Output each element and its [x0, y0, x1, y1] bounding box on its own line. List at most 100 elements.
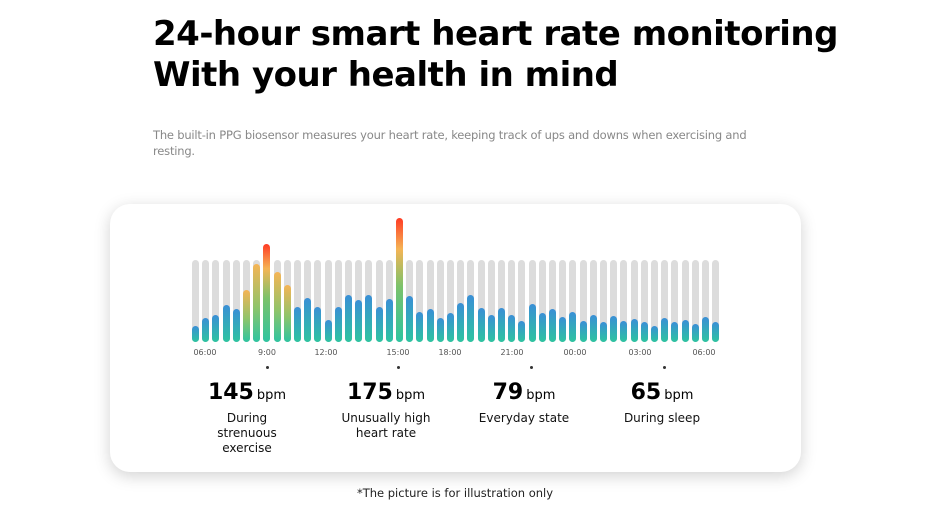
- bar-track: [671, 260, 679, 342]
- x-tick-label: 03:00: [628, 348, 652, 357]
- bar-track: [314, 260, 322, 342]
- heart-rate-bar: [610, 315, 618, 342]
- bar-track: [192, 260, 199, 342]
- heart-rate-bar: [253, 264, 261, 342]
- heart-rate-bar: [294, 306, 301, 342]
- bar-track: [579, 260, 587, 342]
- heart-rate-bar: [416, 311, 424, 342]
- stat-unit: bpm: [395, 388, 426, 403]
- heart-rate-bar: [518, 320, 526, 342]
- title-line-2: With your health in mind: [153, 55, 619, 95]
- heart-rate-bar: [600, 321, 607, 342]
- heart-rate-bar: [549, 309, 556, 342]
- bar-track: [518, 260, 526, 342]
- bar-track: [661, 260, 669, 342]
- stat-label: During sleep: [623, 411, 701, 425]
- heart-rate-bar: [508, 314, 516, 342]
- heart-rate-bar: [345, 295, 352, 342]
- heart-rate-bar: [538, 313, 546, 342]
- heart-rate-bar: [712, 322, 720, 342]
- bar-track: [232, 260, 240, 342]
- heart-rate-bar: [212, 314, 220, 342]
- heart-rate-bar: [589, 314, 597, 342]
- stat-label: During strenuous exercise: [217, 411, 277, 455]
- bar-track: [447, 260, 454, 342]
- bar-track: [651, 260, 658, 342]
- heart-rate-bar: [569, 311, 577, 342]
- stat-unit: bpm: [664, 388, 694, 403]
- heart-rate-bar: [406, 296, 414, 342]
- bar-track: [294, 260, 301, 342]
- heart-rate-bar: [263, 243, 271, 342]
- heart-rate-bar: [436, 318, 444, 342]
- heart-rate-bar: [620, 320, 628, 342]
- x-tick-label: 18:00: [438, 348, 462, 357]
- heart-rate-bar: [630, 319, 638, 342]
- footnote: *The picture is for illustration only: [356, 486, 554, 500]
- x-tick-label: 00:00: [563, 348, 587, 357]
- heart-rate-bar: [365, 295, 373, 342]
- marker-dot: [663, 366, 666, 369]
- heart-rate-bar: [661, 318, 669, 342]
- subtitle: The built-in PPG biosensor measures your…: [153, 128, 747, 158]
- heart-rate-bar: [426, 309, 434, 342]
- heart-rate-bar: [671, 322, 679, 342]
- bar-track: [610, 260, 618, 342]
- heart-rate-bar: [457, 303, 465, 342]
- bar-track: [702, 260, 709, 342]
- x-tick-label: 15:00: [386, 348, 410, 357]
- stat-value: 79: [492, 380, 524, 405]
- heart-rate-bar: [467, 295, 475, 342]
- heart-rate-bar: [375, 306, 383, 342]
- bar-track: [538, 260, 546, 342]
- heart-rate-bar: [651, 325, 658, 342]
- stat-value: 175: [346, 380, 393, 405]
- heart-rate-bar: [528, 304, 536, 342]
- bar-track: [620, 260, 628, 342]
- heart-rate-bar: [691, 323, 699, 342]
- bar-track: [477, 260, 485, 342]
- stat-exercise: 145 bpm During strenuous exercise: [187, 380, 307, 456]
- heart-rate-bar: [385, 298, 393, 342]
- heart-rate-bar: [355, 300, 363, 342]
- bar-track: [528, 260, 536, 342]
- heart-rate-bar: [222, 305, 230, 342]
- heart-rate-bar: [283, 285, 291, 342]
- bar-track: [640, 260, 648, 342]
- stat-value: 145: [207, 380, 254, 405]
- stat-value: 65: [630, 380, 662, 405]
- heart-rate-bar: [273, 272, 281, 342]
- bar-track: [457, 260, 465, 342]
- stat-high: 175 bpm Unusually high heart rate: [326, 380, 446, 441]
- heart-rate-bar: [243, 290, 250, 342]
- stat-everyday: 79 bpm Everyday state: [464, 380, 584, 426]
- bar-track: [416, 260, 424, 342]
- bar-track: [324, 260, 332, 342]
- heart-rate-bar: [334, 306, 342, 342]
- x-tick-label: 21:00: [500, 348, 524, 357]
- bar-track: [436, 260, 444, 342]
- heart-rate-bar: [304, 297, 312, 342]
- heart-rate-bar: [477, 308, 485, 342]
- bar-track: [508, 260, 516, 342]
- bar-track: [426, 260, 434, 342]
- bar-track: [334, 260, 342, 342]
- bar-track: [691, 260, 699, 342]
- bar-track: [569, 260, 577, 342]
- heart-rate-bar: [681, 319, 689, 342]
- title-line-1: 24-hour smart heart rate monitoring: [153, 14, 838, 54]
- marker-dot: [266, 366, 269, 369]
- heart-rate-bar: [559, 316, 567, 342]
- heart-rate-bar: [447, 313, 454, 342]
- bar-track: [549, 260, 556, 342]
- bar-track: [212, 260, 220, 342]
- heart-rate-bar: [232, 309, 240, 342]
- heart-rate-bar: [487, 314, 495, 342]
- heart-rate-bar: [192, 325, 199, 342]
- bar-track: [487, 260, 495, 342]
- stat-unit: bpm: [526, 388, 556, 403]
- bar-track: [600, 260, 607, 342]
- bar-track: [202, 260, 210, 342]
- heart-rate-bar: [396, 218, 403, 342]
- heart-rate-bar: [702, 317, 709, 342]
